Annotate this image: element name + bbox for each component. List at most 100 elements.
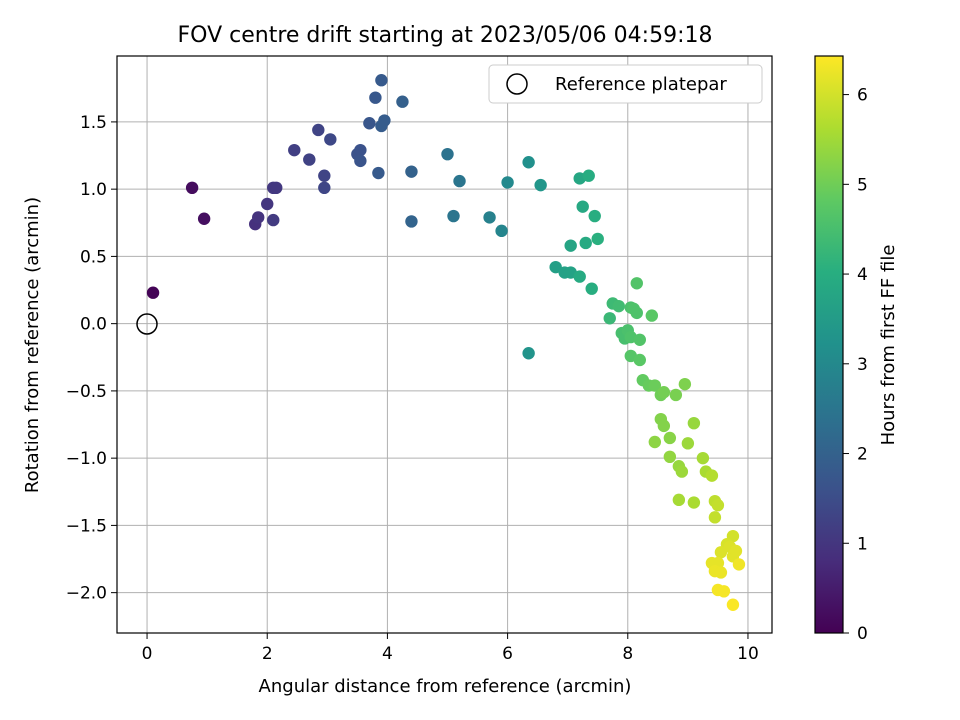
- data-point: [270, 181, 283, 195]
- colorbar-tick-label: 3: [857, 355, 868, 375]
- data-point: [564, 239, 577, 252]
- data-point: [318, 169, 331, 182]
- plot-frame: [116, 55, 773, 634]
- data-point: [672, 493, 686, 507]
- data-point: [396, 95, 409, 108]
- colorbar-tick-label: 2: [857, 445, 868, 465]
- data-point: [603, 312, 616, 325]
- data-point: [648, 379, 662, 392]
- data-point: [324, 133, 337, 146]
- data-point: [354, 154, 367, 168]
- data-point: [375, 74, 388, 87]
- data-point: [197, 212, 211, 225]
- data-point: [648, 435, 662, 449]
- chart-title: FOV centre drift starting at 2023/05/06 …: [178, 23, 713, 48]
- legend-label-reference: Reference platepar: [555, 74, 727, 95]
- data-point: [678, 377, 692, 391]
- data-point: [378, 114, 391, 127]
- data-point: [630, 306, 643, 320]
- colorbar-ticks: 0 1 2 3 4 5 6: [843, 86, 868, 644]
- data-point: [714, 566, 728, 579]
- data-point: [696, 451, 710, 465]
- reference-point-marker: [136, 313, 158, 335]
- scatter-points: [146, 74, 746, 611]
- y-tick-label: −1.5: [66, 516, 107, 536]
- data-point: [729, 544, 743, 558]
- colorbar-tick-label: 4: [857, 265, 868, 285]
- data-point: [585, 282, 598, 295]
- data-point: [657, 419, 671, 433]
- data-point: [711, 499, 725, 512]
- data-point: [708, 511, 722, 524]
- y-tick-label: 0.0: [80, 315, 107, 335]
- data-point: [612, 299, 625, 313]
- x-tick-label: 8: [622, 644, 633, 664]
- legend-box: [488, 64, 763, 104]
- x-tick-label: 6: [502, 644, 513, 664]
- data-point: [582, 169, 595, 182]
- data-point: [657, 386, 671, 399]
- data-point: [303, 153, 316, 166]
- data-point: [717, 585, 731, 598]
- x-tick-label: 0: [142, 644, 153, 664]
- data-point: [714, 546, 728, 559]
- y-tick-label: −0.5: [66, 382, 107, 402]
- data-point: [630, 277, 643, 290]
- data-point: [252, 211, 265, 224]
- data-point: [687, 496, 701, 509]
- data-point: [669, 388, 683, 402]
- data-point: [534, 178, 547, 192]
- data-point: [633, 353, 646, 367]
- x-tick-label: 2: [262, 644, 273, 664]
- y-tick-label: 1.5: [80, 113, 107, 133]
- x-tick-label: 4: [382, 644, 393, 664]
- y-axis-label: Rotation from reference (arcmin): [22, 197, 43, 493]
- y-tick-label: −2.0: [66, 584, 107, 604]
- data-point: [267, 213, 280, 227]
- data-point: [354, 143, 367, 157]
- y-axis-ticks: −2.0 −1.5 −1.0 −0.5 0.0 0.5 1.0 1.5: [66, 113, 117, 604]
- legend: Reference platepar: [488, 64, 763, 104]
- data-point: [687, 416, 701, 430]
- data-point: [405, 215, 418, 228]
- x-axis-label: Angular distance from reference (arcmin): [259, 676, 632, 697]
- data-point: [579, 236, 592, 250]
- data-point: [369, 91, 382, 104]
- data-point: [663, 450, 677, 464]
- grid: [117, 56, 772, 633]
- legend-marker-reference: [506, 73, 528, 95]
- data-point: [405, 165, 418, 178]
- data-point: [576, 200, 589, 213]
- data-point: [681, 437, 695, 450]
- data-point: [591, 232, 604, 246]
- data-point: [363, 117, 376, 130]
- data-point: [495, 224, 508, 238]
- data-point: [549, 260, 562, 274]
- y-tick-label: 0.5: [80, 247, 107, 267]
- x-tick-label: 10: [737, 644, 759, 664]
- data-point: [288, 143, 301, 157]
- data-point: [261, 197, 274, 211]
- data-point: [573, 270, 586, 283]
- data-point: [633, 333, 646, 346]
- data-point: [675, 465, 689, 478]
- data-point: [705, 469, 719, 482]
- data-point: [441, 147, 454, 161]
- y-tick-label: −1.0: [66, 449, 107, 469]
- data-point: [483, 211, 496, 224]
- data-point: [146, 286, 160, 299]
- data-point: [663, 431, 677, 445]
- data-point: [522, 347, 535, 360]
- colorbar-tick-label: 6: [857, 86, 868, 106]
- colorbar-label: Hours from first FF file: [878, 245, 899, 446]
- data-point: [453, 174, 466, 188]
- colorbar: [814, 55, 844, 634]
- x-axis-ticks: 0 2 4 6 8 10: [142, 633, 759, 664]
- data-point: [501, 176, 514, 189]
- data-point: [185, 181, 199, 195]
- data-point: [447, 209, 460, 223]
- data-point: [588, 209, 601, 223]
- data-point: [726, 598, 740, 611]
- data-point: [645, 309, 659, 322]
